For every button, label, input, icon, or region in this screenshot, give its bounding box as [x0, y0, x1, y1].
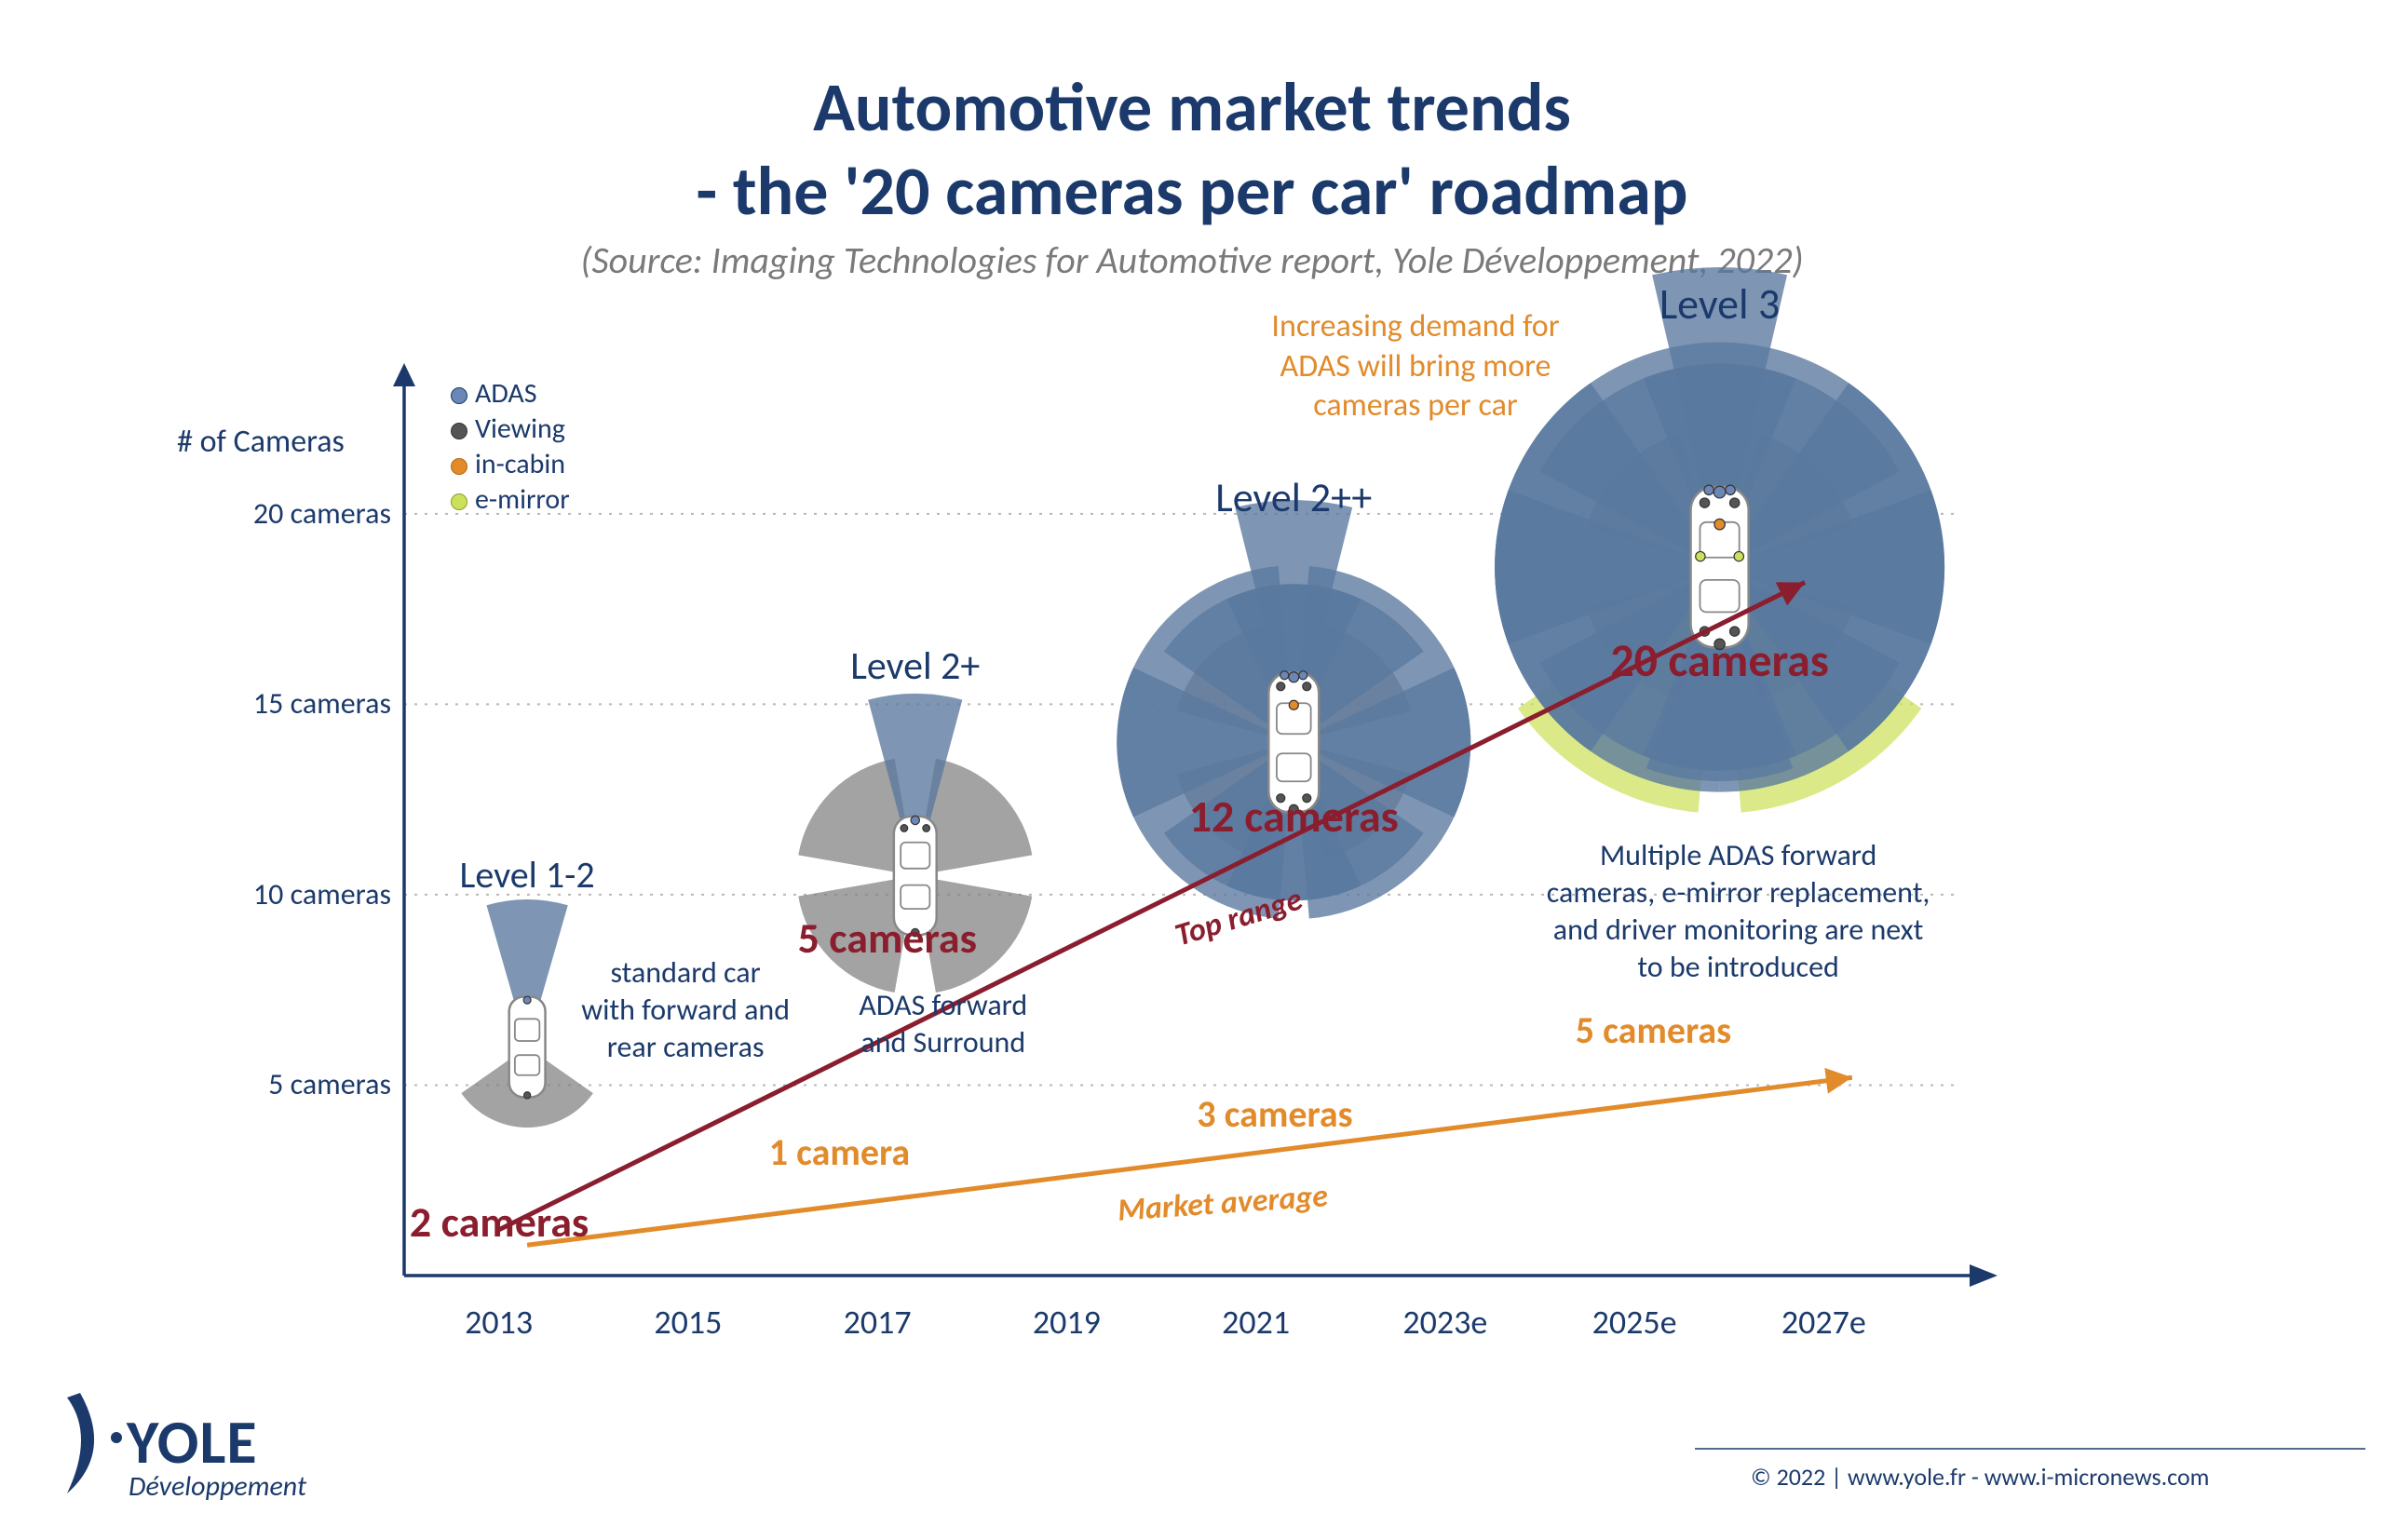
roadmap-chart — [0, 0, 2384, 1540]
legend-label: e-mirror — [475, 482, 570, 517]
legend: ADASViewingin-cabine-mirror — [451, 376, 570, 518]
car-level-label: Level 3 — [1580, 278, 1860, 331]
market-average-value: 5 cameras — [1541, 1007, 1765, 1053]
legend-item: in-cabin — [451, 447, 570, 482]
legend-label: Viewing — [475, 412, 565, 446]
xtick-label: 2013 — [443, 1302, 555, 1343]
car-level-label: Level 2+ — [776, 642, 1055, 690]
copyright-text: © 2022 | www.yole.fr - www.i-micronews.c… — [1751, 1462, 2209, 1492]
xtick-label: 2021 — [1200, 1302, 1312, 1343]
legend-label: ADAS — [475, 376, 537, 411]
y-axis-label: # of Cameras — [177, 423, 345, 461]
car-description: Multiple ADAS forwardcameras, e-mirror r… — [1506, 837, 1971, 986]
adas-demand-annotation: Increasing demand forADAS will bring mor… — [1211, 307, 1620, 426]
xtick-label: 2017 — [821, 1302, 933, 1343]
market-average-value: 1 camera — [727, 1129, 951, 1175]
market-average-value: 3 cameras — [1163, 1091, 1387, 1137]
xtick-label: 2015 — [632, 1302, 744, 1343]
car-level-label: Level 1-2 — [387, 852, 667, 898]
xtick-label: 2019 — [1010, 1302, 1122, 1343]
ytick-label: 15 cameras — [253, 685, 391, 722]
car-camera-count: 20 cameras — [1571, 632, 1869, 689]
car-description: ADAS forwardand Surround — [711, 987, 1176, 1061]
ytick-label: 20 cameras — [253, 495, 391, 532]
logo-subtitle: Développement — [129, 1469, 306, 1504]
legend-item: e-mirror — [451, 482, 570, 518]
xtick-label: 2023e — [1389, 1302, 1501, 1343]
yole-logo: YOLE Développement — [47, 1384, 345, 1514]
ytick-label: 10 cameras — [253, 876, 391, 912]
legend-dot — [451, 493, 467, 510]
legend-item: ADAS — [451, 376, 570, 412]
logo-brand: YOLE — [127, 1404, 258, 1479]
xtick-label: 2027e — [1768, 1302, 1879, 1343]
car-camera-count: 5 cameras — [738, 912, 1036, 965]
xtick-label: 2025e — [1578, 1302, 1690, 1343]
car-level-label: Level 2++ — [1154, 472, 1433, 522]
legend-dot — [451, 423, 467, 439]
legend-dot — [451, 387, 467, 404]
ytick-label: 5 cameras — [268, 1066, 391, 1102]
legend-item: Viewing — [451, 412, 570, 447]
legend-dot — [451, 458, 467, 475]
car-camera-count: 2 cameras — [350, 1196, 648, 1249]
legend-label: in-cabin — [475, 447, 565, 481]
car-camera-count: 12 cameras — [1145, 789, 1443, 844]
